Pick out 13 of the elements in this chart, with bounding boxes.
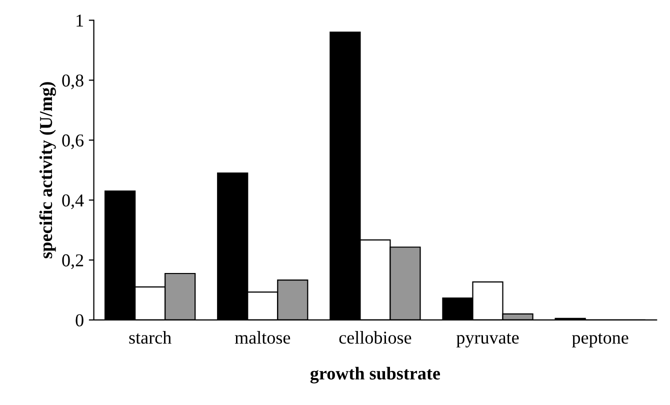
y-tick-label: 0 (76, 314, 84, 326)
y-tick-label: 0,2 (62, 254, 84, 270)
x-tick-label: cellobiose (339, 331, 412, 344)
y-tick-label: 0,6 (62, 134, 84, 150)
x-axis-title: growth substrate (310, 366, 440, 384)
x-tick-label: starch (129, 331, 172, 344)
y-axis-title: specific activity (U/mg) (39, 82, 56, 258)
x-tick-label: pyruvate (456, 333, 519, 348)
y-tick-label: 1 (76, 14, 83, 27)
y-tick-label: 0,4 (62, 194, 84, 210)
x-tick-label: peptone (572, 333, 628, 348)
x-tick-label: maltose (234, 331, 290, 344)
y-tick-label: 0,8 (62, 74, 84, 90)
